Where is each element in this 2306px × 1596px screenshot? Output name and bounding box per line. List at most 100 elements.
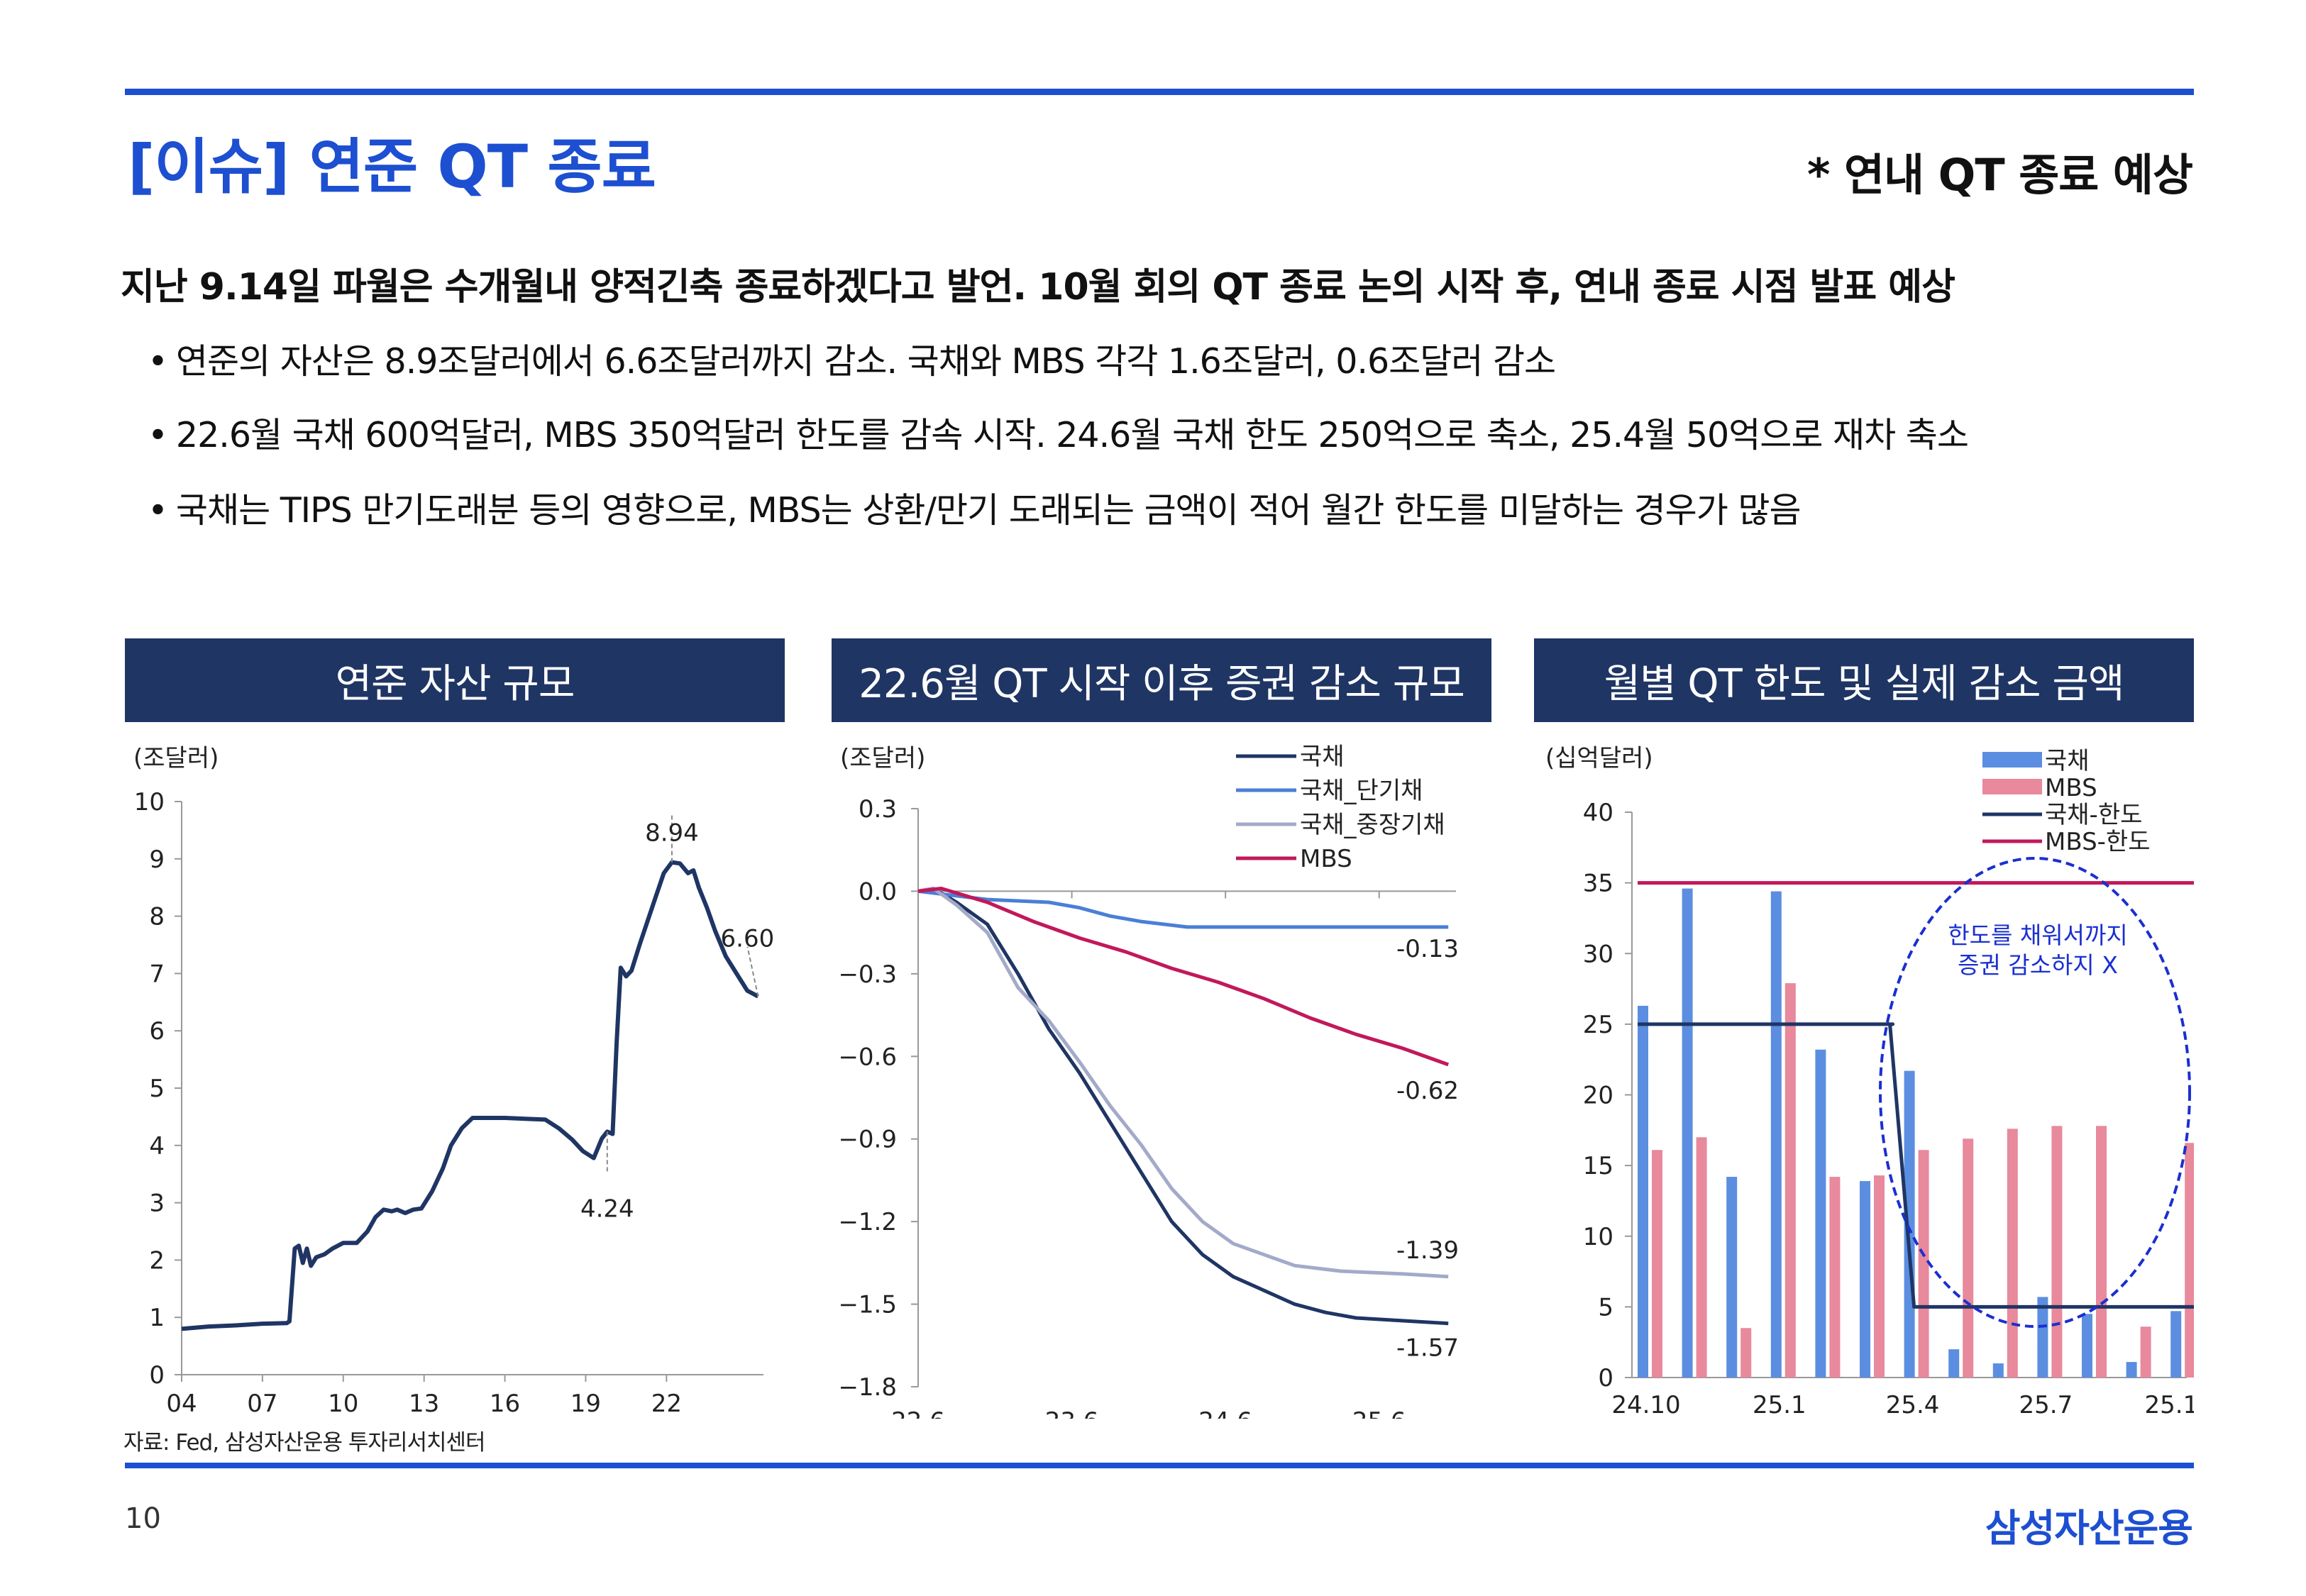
y-tick-label: 0.3: [859, 795, 897, 824]
bar-treasury: [1992, 1363, 2004, 1378]
bar-treasury: [1638, 1005, 1648, 1378]
bar-treasury: [2082, 1314, 2092, 1378]
y-tick-label: 15: [1583, 1152, 1613, 1180]
series-line-fed-assets: [181, 860, 759, 1331]
y-tick-label: 8: [149, 903, 165, 931]
bullet-text: 연준의 자산은 8.9조달러에서 6.6조달러까지 감소. 국채와 MBS 각각…: [175, 341, 1556, 382]
x-tick-label: 25.1: [1753, 1391, 1806, 1419]
bar-mbs: [2140, 1326, 2151, 1378]
y-tick-label: −0.6: [838, 1043, 897, 1071]
legend-label: MBS: [1300, 845, 1352, 873]
y-unit-label: (조달러): [840, 744, 925, 772]
data-label: -1.57: [1396, 1334, 1459, 1363]
x-tick-label: 07: [247, 1390, 277, 1418]
legend-label: 국채: [2045, 747, 2090, 775]
bar-mbs: [1652, 1150, 1662, 1378]
data-label: -0.13: [1396, 935, 1459, 963]
x-tick-label: 23.6: [1045, 1407, 1099, 1419]
data-label: 6.60: [721, 925, 775, 953]
data-label: -0.62: [1396, 1077, 1459, 1105]
data-label: -1.39: [1396, 1236, 1459, 1265]
monthly-qt-chart: (십억달러) 0 5 10 15 20 25 30 35 40 24.10 25.1 25.4 25.7 2…: [1545, 744, 2194, 1419]
bar-treasury: [1815, 1049, 1826, 1378]
bar-mbs: [1829, 1177, 1841, 1378]
bullet-text: 국채는 TIPS 만기도래분 등의 영향으로, MBS는 상환/만기 도래되는 …: [175, 490, 1802, 531]
bullet-text: 22.6월 국채 600억달러, MBS 350억달러 한도를 감속 시작. 2…: [175, 415, 1969, 455]
x-tick-label: 04: [166, 1390, 197, 1418]
legend-label: 국채-한도: [2045, 801, 2142, 829]
y-unit-label: (조달러): [133, 744, 219, 772]
legend-swatch: [1982, 779, 2042, 794]
y-tick-label: 7: [149, 960, 165, 988]
legend-label: MBS: [2045, 774, 2097, 802]
highlight-ellipse: [1879, 857, 2191, 1328]
bar-mbs: [2007, 1129, 2018, 1378]
x-tick-label: 22: [651, 1390, 682, 1418]
y-tick-label: 2: [149, 1246, 165, 1275]
legend-label: MBS-한도: [2045, 828, 2150, 856]
series-line-treasury-bills: [917, 889, 1449, 929]
x-tick-label: 25.10: [2145, 1391, 2194, 1419]
bar-mbs: [1784, 983, 1796, 1378]
y-tick-label: 40: [1583, 799, 1613, 827]
bullet-icon: •: [148, 341, 168, 382]
securities-decline-chart: (조달러) 0.3 0.0 −0.3 −0.6 −0.9 −1.2 −1.5 −1.8 22.6 2…: [838, 743, 1459, 1419]
y-tick-label: 5: [1598, 1293, 1613, 1321]
top-rule: [125, 89, 2194, 95]
chart3-header: 월별 QT 한도 및 실제 감소 금액: [1534, 638, 2194, 722]
x-tick-label: 25.6: [1352, 1407, 1406, 1419]
legend-label: 국채_중장기채: [1300, 811, 1445, 839]
bottom-rule: [125, 1463, 2194, 1468]
y-tick-label: 35: [1583, 870, 1613, 898]
x-tick-label: 24.10: [1611, 1391, 1680, 1419]
series-line-mbs: [917, 887, 1450, 1067]
bar-treasury: [2126, 1362, 2137, 1378]
bar-mbs: [1740, 1328, 1752, 1378]
chart2-header: 22.6월 QT 시작 이후 증권 감소 규모: [832, 638, 1491, 722]
source-note: 자료: Fed, 삼성자산운용 투자리서치센터: [123, 1430, 486, 1456]
limit-line-treasury: [1638, 1022, 2194, 1309]
bar-treasury: [1860, 1181, 1870, 1378]
bar-treasury: [1682, 888, 1693, 1378]
bar-mbs: [1874, 1175, 1885, 1378]
y-tick-label: 0: [1598, 1364, 1613, 1392]
y-tick-label: 0: [149, 1361, 165, 1390]
bar-mbs: [1963, 1138, 1974, 1378]
page-number: 10: [125, 1502, 161, 1535]
x-tick-label: 22.6: [891, 1407, 945, 1419]
y-tick-label: 4: [149, 1132, 165, 1160]
bar-treasury: [1726, 1177, 1738, 1378]
y-tick-label: 1: [149, 1304, 165, 1332]
y-tick-label: 30: [1583, 940, 1613, 968]
y-tick-label: −1.2: [838, 1208, 897, 1236]
bullet-icon: •: [148, 490, 168, 531]
bar-treasury: [2170, 1311, 2182, 1378]
legend-label: 국채_단기채: [1300, 777, 1423, 805]
x-tick-label: 25.7: [2019, 1391, 2073, 1419]
y-tick-label: −1.5: [838, 1291, 897, 1319]
bar-treasury: [1770, 891, 1782, 1378]
bullet-item: • 연준의 자산은 8.9조달러에서 6.6조달러까지 감소. 국채와 MBS 각…: [148, 333, 1556, 384]
annotation-leader: [746, 946, 759, 997]
bar-mbs: [1918, 1150, 1929, 1378]
series-line-treasury-notes-bonds: [917, 887, 1449, 1279]
y-tick-label: −0.3: [838, 960, 897, 989]
bar-treasury: [2037, 1297, 2048, 1378]
y-tick-label: 0.0: [859, 877, 897, 906]
annotation-text: 한도를 채워서까지: [1948, 921, 2127, 949]
y-tick-label: 10: [134, 788, 165, 816]
y-tick-label: 6: [149, 1017, 165, 1046]
legend-label: 국채: [1300, 743, 1345, 771]
fed-assets-chart: (조달러) 0 1 2 3 4 5 6 7 8 9 10 04 07 10 13 16 19 22 8.94 6.60 4…: [133, 744, 775, 1418]
bullet-item: • 국채는 TIPS 만기도래분 등의 영향으로, MBS는 상환/만기 도래되는…: [148, 482, 1802, 533]
bullet-item: • 22.6월 국채 600억달러, MBS 350억달러 한도를 감속 시작. …: [148, 407, 1969, 458]
y-tick-label: 20: [1583, 1082, 1613, 1110]
x-tick-label: 16: [490, 1390, 520, 1418]
x-tick-label: 19: [570, 1390, 601, 1418]
y-tick-label: 25: [1583, 1011, 1613, 1039]
y-tick-label: 10: [1583, 1223, 1613, 1251]
bar-treasury: [1948, 1349, 1960, 1378]
x-tick-label: 13: [409, 1390, 439, 1418]
page-title: [이슈] 연준 QT 종료: [128, 132, 656, 201]
y-tick-label: −0.9: [838, 1126, 897, 1154]
